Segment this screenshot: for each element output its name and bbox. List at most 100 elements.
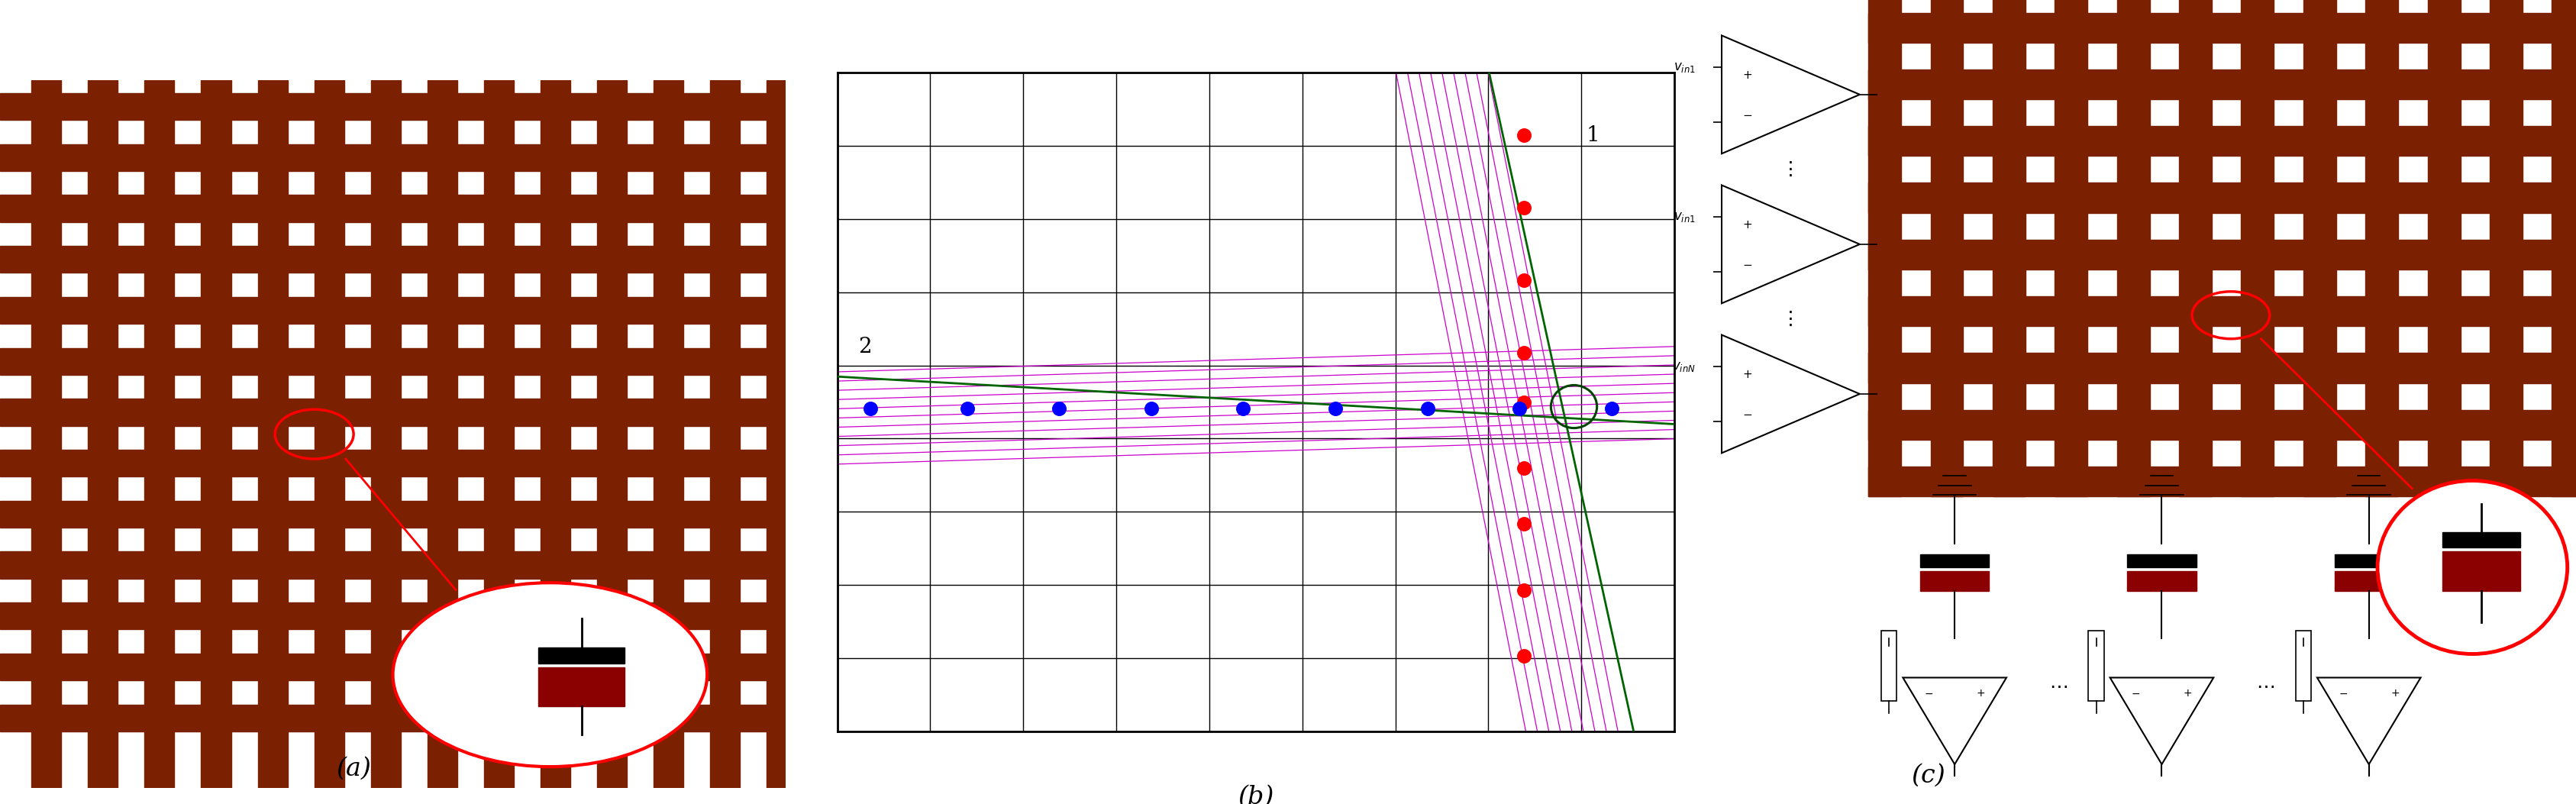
Bar <box>0 348 786 375</box>
Point <box>1502 584 1543 597</box>
Text: $\vdots$: $\vdots$ <box>1780 310 1793 328</box>
Point <box>1502 461 1543 474</box>
Bar <box>768 80 796 788</box>
Bar <box>1868 296 2576 326</box>
Bar <box>0 297 786 324</box>
Point <box>850 402 891 415</box>
Point <box>1502 201 1543 214</box>
Ellipse shape <box>2378 481 2568 654</box>
Bar <box>0 501 786 527</box>
Bar <box>0 144 786 171</box>
Bar <box>1994 0 2025 496</box>
Text: +: + <box>1744 368 1752 380</box>
Bar <box>0 195 786 222</box>
Text: 1: 1 <box>1587 125 1600 146</box>
Bar <box>2334 571 2403 591</box>
Bar <box>0 449 786 477</box>
Point <box>1592 402 1633 415</box>
Bar <box>1868 240 2576 269</box>
Bar <box>1868 13 2576 43</box>
Point <box>1502 129 1543 142</box>
Bar <box>0 602 786 630</box>
Bar <box>31 80 62 788</box>
Bar <box>258 80 289 788</box>
Bar <box>538 648 623 663</box>
Point <box>1502 347 1543 359</box>
Text: $-$: $-$ <box>1741 258 1752 269</box>
Text: $-$: $-$ <box>1924 688 1935 699</box>
Point <box>1499 402 1540 415</box>
Bar <box>598 80 626 788</box>
Bar <box>371 80 402 788</box>
Text: +: + <box>1744 219 1752 230</box>
Text: (b): (b) <box>1236 785 1275 804</box>
Bar <box>1868 69 2576 99</box>
Text: $-$: $-$ <box>1741 109 1752 120</box>
Bar <box>1880 630 1896 701</box>
Text: $+$: $+$ <box>1976 688 1986 699</box>
Bar <box>538 667 623 707</box>
Text: (a): (a) <box>335 757 371 781</box>
Text: $-$: $-$ <box>1741 408 1752 420</box>
Bar <box>1868 0 1901 496</box>
Bar <box>1868 410 2576 440</box>
Bar <box>1868 126 2576 156</box>
Bar <box>1868 183 2576 213</box>
Point <box>1314 402 1355 415</box>
Point <box>945 402 987 415</box>
Point <box>1502 396 1543 408</box>
Bar <box>0 93 786 120</box>
Bar <box>88 80 118 788</box>
Bar <box>2179 0 2213 496</box>
Bar <box>1919 571 1989 591</box>
Bar <box>654 80 683 788</box>
Bar <box>2056 0 2087 496</box>
Bar <box>2427 0 2460 496</box>
Bar <box>2365 0 2398 496</box>
Bar <box>314 80 345 788</box>
Bar <box>2334 555 2403 568</box>
Bar <box>484 80 513 788</box>
Text: $\mathit{v}_{in1}$: $\mathit{v}_{in1}$ <box>1674 60 1695 74</box>
Text: +: + <box>1744 69 1752 80</box>
Text: $+$: $+$ <box>2182 688 2192 699</box>
Bar <box>2488 0 2522 496</box>
Bar <box>428 80 459 788</box>
Bar <box>711 80 739 788</box>
Text: $\mathit{v}_{in1}$: $\mathit{v}_{in1}$ <box>1674 210 1695 224</box>
Point <box>1502 518 1543 531</box>
Bar <box>0 42 786 69</box>
Bar <box>2442 531 2519 548</box>
Point <box>1502 650 1543 662</box>
Bar <box>2089 630 2105 701</box>
Ellipse shape <box>392 583 706 767</box>
Bar <box>2128 571 2197 591</box>
Bar <box>2295 630 2311 701</box>
Text: 2: 2 <box>858 337 871 357</box>
Text: $\cdots$: $\cdots$ <box>2048 676 2069 695</box>
Bar <box>0 552 786 579</box>
Bar <box>2303 0 2336 496</box>
Text: (c): (c) <box>1911 764 1945 788</box>
Bar <box>1919 555 1989 568</box>
Bar <box>0 654 786 680</box>
Bar <box>144 80 175 788</box>
Bar <box>2442 552 2519 591</box>
Bar <box>201 80 232 788</box>
Text: $\cdots$: $\cdots$ <box>2257 676 2275 695</box>
Text: $-$: $-$ <box>2339 688 2347 699</box>
Text: $+$: $+$ <box>2391 688 2398 699</box>
Text: $\vdots$: $\vdots$ <box>1780 160 1793 178</box>
Bar <box>541 80 569 788</box>
Point <box>1038 402 1079 415</box>
Bar <box>0 246 786 273</box>
Point <box>1224 402 1265 415</box>
Point <box>1131 402 1172 415</box>
Text: $\mathit{v}_{inN}$: $\mathit{v}_{inN}$ <box>1672 359 1695 373</box>
Bar <box>2128 555 2197 568</box>
Point <box>1502 273 1543 286</box>
Bar <box>0 399 786 425</box>
Text: $-$: $-$ <box>2130 688 2141 699</box>
Bar <box>2553 0 2576 496</box>
Bar <box>0 704 786 732</box>
